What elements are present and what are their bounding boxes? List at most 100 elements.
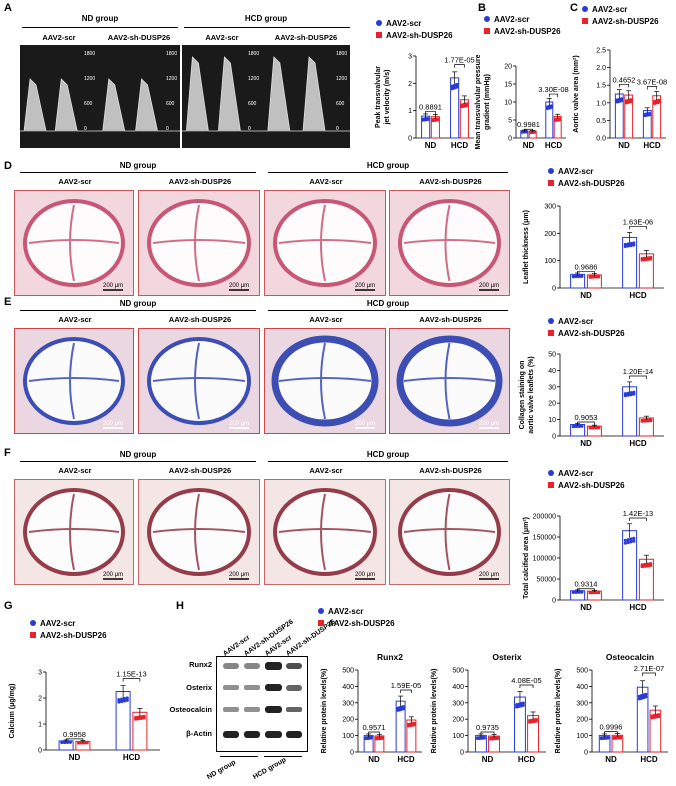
y-tick-label: 10: [548, 417, 556, 424]
data-point: [491, 736, 495, 740]
scale-bar-label: 200 μm: [103, 283, 123, 289]
histology-image: 200 μm: [138, 190, 260, 296]
legend-label: AAV2-sh-DUSP26: [558, 329, 625, 338]
wb-row-label: Osteocalcin: [169, 705, 212, 714]
y-tick-label: 20: [548, 401, 556, 408]
data-point: [626, 391, 630, 395]
square-marker-icon: [484, 28, 490, 34]
group-label-hcd: HCD group: [244, 14, 288, 23]
y-tick-label: 3: [408, 54, 412, 61]
data-point: [640, 563, 644, 567]
echo-tick-label: 600: [248, 101, 257, 107]
p-value-label: 1.42E-13: [623, 509, 653, 518]
y-tick-label: 2.5: [596, 48, 606, 55]
western-blot-bands: [223, 662, 302, 738]
data-point: [412, 722, 416, 726]
bar-chart-c: Aortic valve area (mm²) 0.0 0.5 1.0 1.5 2.0 2.…: [573, 48, 667, 151]
condition-label: AAV2-sh-DUSP26: [168, 315, 232, 324]
echo-tick-label: 1200: [84, 76, 95, 82]
group-line: [22, 27, 178, 28]
y-tick-label: 300: [544, 204, 556, 211]
x-tick-label: ND: [580, 603, 592, 612]
legend-item-scr: AAV2-scr: [582, 4, 659, 16]
chart-title: Runx2: [377, 652, 403, 662]
data-point: [122, 696, 127, 701]
data-point: [629, 391, 633, 395]
data-point: [521, 703, 525, 707]
data-point: [120, 697, 124, 701]
y-tick-label: 2: [38, 696, 42, 703]
data-point: [646, 418, 650, 422]
data-point: [580, 424, 584, 428]
legend-item-scr: AAV2-scr: [548, 468, 625, 480]
y-tick-label: 200: [576, 717, 588, 724]
legend-label: AAV2-scr: [558, 317, 594, 326]
histology-image: 200 μm: [264, 190, 386, 296]
data-point: [594, 590, 598, 594]
y-tick-label: 0.5: [596, 118, 606, 125]
data-point: [643, 563, 647, 567]
histology-image: 200 μm: [389, 190, 510, 296]
data-point: [142, 714, 146, 718]
y-tick-label: 3: [38, 670, 42, 677]
legend-label: AAV2-sh-DUSP26: [40, 631, 107, 640]
condition-label: AAV2-scr: [309, 177, 343, 186]
circle-marker-icon: [548, 168, 554, 174]
chart-legend: AAV2-scr AAV2-sh-DUSP26: [582, 4, 659, 28]
bar-chart-f: Total calcified area (μm²) 0 50000 100000 15…: [523, 509, 664, 612]
data-point: [646, 564, 650, 568]
bar-chart-a: Peak transvalvular jet velocity (m/s) 0 1 2 3…: [375, 54, 475, 151]
x-tick-label: ND: [523, 141, 535, 150]
y-tick-label: 300: [576, 700, 588, 707]
p-value-label: 0.4652: [613, 75, 636, 84]
data-point: [521, 701, 525, 705]
group-line: [268, 172, 508, 173]
data-point: [597, 425, 601, 429]
wb-row-label: Osterix: [186, 683, 212, 692]
panel-label-a: A: [4, 2, 12, 14]
data-point: [652, 100, 656, 104]
y-axis-label: Relative protein levels(%): [555, 669, 562, 754]
data-point: [626, 100, 630, 104]
data-point: [652, 715, 656, 719]
y-tick-label: 200: [544, 231, 556, 238]
data-point: [594, 425, 598, 429]
x-tick-label: ND: [618, 141, 630, 150]
y-tick-label: 0: [38, 748, 42, 755]
legend-label: AAV2-sh-DUSP26: [592, 17, 659, 26]
bar-chart-d: Leaflet thickness (μm) 0 100 200 300 ND 0.9686…: [523, 204, 664, 300]
y-tick-label: 500: [342, 668, 354, 675]
condition-label: AAV2-scr: [205, 33, 239, 42]
data-point: [650, 714, 654, 718]
data-point: [632, 539, 636, 543]
data-point: [623, 392, 627, 396]
chart-legend: AAV2-scr AAV2-sh-DUSP26: [548, 316, 625, 340]
y-tick-label: 200: [342, 717, 354, 724]
data-point: [574, 274, 578, 278]
data-point: [620, 97, 624, 101]
echo-tick-label: 0: [336, 126, 339, 132]
x-tick-label: HCD: [518, 755, 536, 764]
scale-bar-label: 200 μm: [479, 572, 499, 578]
y-tick-label: 0: [350, 750, 354, 757]
condition-label: AAV2-scr: [309, 315, 343, 324]
y-tick-label: 100: [544, 258, 556, 265]
group-label-hcd: HCD group: [366, 161, 410, 170]
legend-label: AAV2-sh-DUSP26: [494, 27, 561, 36]
condition-label: AAV2-scr: [42, 33, 76, 42]
group-line: [20, 461, 256, 462]
y-axis-label: Total calcified area (μm²): [523, 517, 530, 599]
group-label-nd: ND group: [119, 161, 157, 170]
condition-label: AAV2-sh-DUSP26: [168, 466, 232, 475]
data-point: [657, 100, 661, 104]
p-value-label: 1.59E-05: [391, 681, 421, 690]
group-label-nd: ND group: [119, 299, 157, 308]
valve-section: 200 μm: [273, 488, 377, 580]
valve-section: 200 μm: [23, 199, 125, 291]
data-point: [640, 257, 644, 261]
chart-legend: AAV2-scr AAV2-sh-DUSP26: [318, 606, 395, 630]
data-point: [463, 104, 467, 108]
data-point: [646, 256, 650, 260]
group-label-nd: ND group: [119, 450, 157, 459]
scale-bar-label: 200 μm: [229, 421, 249, 427]
